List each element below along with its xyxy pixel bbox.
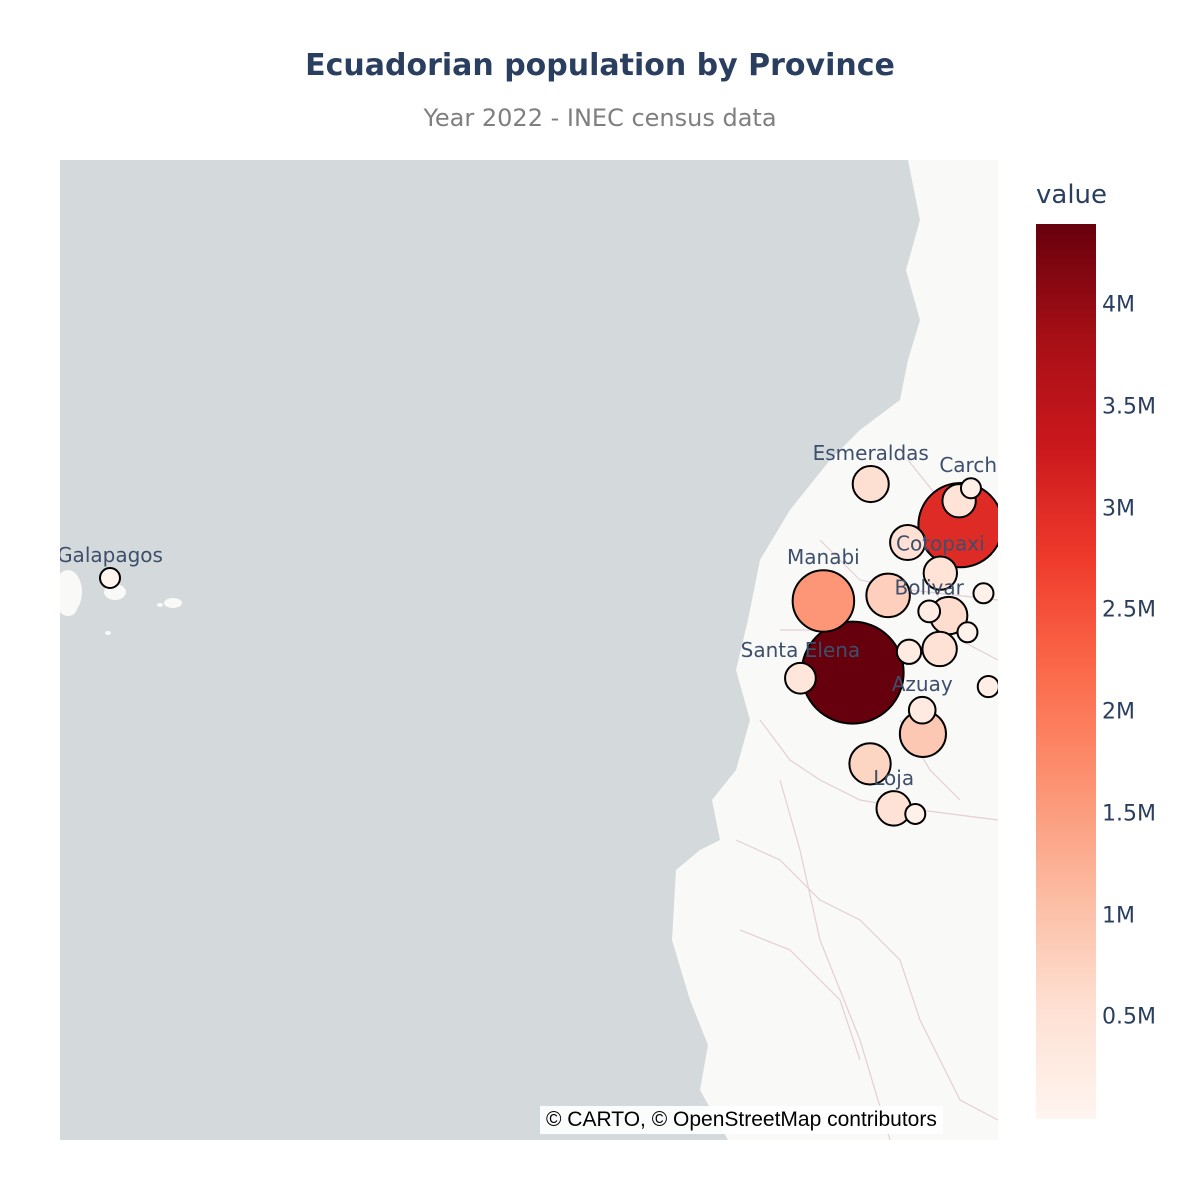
population-markers xyxy=(99,465,998,827)
population-marker[interactable] xyxy=(889,523,927,562)
province-label: Manabi xyxy=(787,545,860,569)
map-attribution[interactable]: © CARTO, © OpenStreetMap contributors xyxy=(540,1106,943,1134)
colorbar xyxy=(1036,224,1096,1119)
population-marker[interactable] xyxy=(99,567,121,589)
province-label: Esmeraldas xyxy=(813,441,929,465)
population-marker[interactable] xyxy=(921,630,958,668)
population-marker[interactable] xyxy=(917,599,942,624)
population-marker[interactable] xyxy=(791,569,856,633)
colorbar-tick-label: 3.5M xyxy=(1102,394,1156,420)
colorbar-tick-label: 2M xyxy=(1102,699,1135,725)
population-marker[interactable] xyxy=(976,674,998,699)
population-marker[interactable] xyxy=(851,465,890,504)
population-marker[interactable] xyxy=(917,482,998,569)
colorbar-tick-label: 1.5M xyxy=(1102,801,1156,827)
colorbar-tick-label: 1M xyxy=(1102,903,1135,929)
colorbar-tick-label: 2.5M xyxy=(1102,597,1156,623)
population-marker[interactable] xyxy=(784,661,817,695)
province-label: Loja xyxy=(873,766,914,790)
chart-title: Ecuadorian population by Province xyxy=(305,48,895,83)
population-marker[interactable] xyxy=(956,621,979,644)
galapagos-islands xyxy=(60,570,182,635)
province-label: Santa Elena xyxy=(741,638,861,662)
province-label: Galapagos xyxy=(60,543,163,567)
population-marker[interactable] xyxy=(865,572,911,619)
province-label: Bolivar xyxy=(894,576,964,600)
map-canvas[interactable]: GalapagosEsmeraldasCarchiOrellanaCotopax… xyxy=(60,160,998,1140)
colorbar-tick-label: 3M xyxy=(1102,496,1135,522)
population-marker[interactable] xyxy=(875,790,912,827)
population-marker[interactable] xyxy=(907,695,937,725)
province-labels: GalapagosEsmeraldasCarchiOrellanaCotopax… xyxy=(60,441,998,790)
province-label: Cotopaxi xyxy=(896,531,985,555)
colorbar-title: value xyxy=(1036,180,1108,210)
chart-subtitle: Year 2022 - INEC census data xyxy=(423,104,777,132)
population-marker[interactable] xyxy=(904,802,927,825)
population-marker[interactable] xyxy=(959,477,982,500)
population-marker[interactable] xyxy=(922,555,958,591)
colorbar-tick-label: 0.5M xyxy=(1102,1004,1156,1030)
colorbar-tick-label: 4M xyxy=(1102,292,1135,318)
population-marker[interactable] xyxy=(972,582,995,605)
population-marker[interactable] xyxy=(848,742,892,786)
province-label: Carchi xyxy=(939,453,998,477)
population-marker[interactable] xyxy=(895,638,923,665)
province-label: Azuay xyxy=(892,672,953,696)
